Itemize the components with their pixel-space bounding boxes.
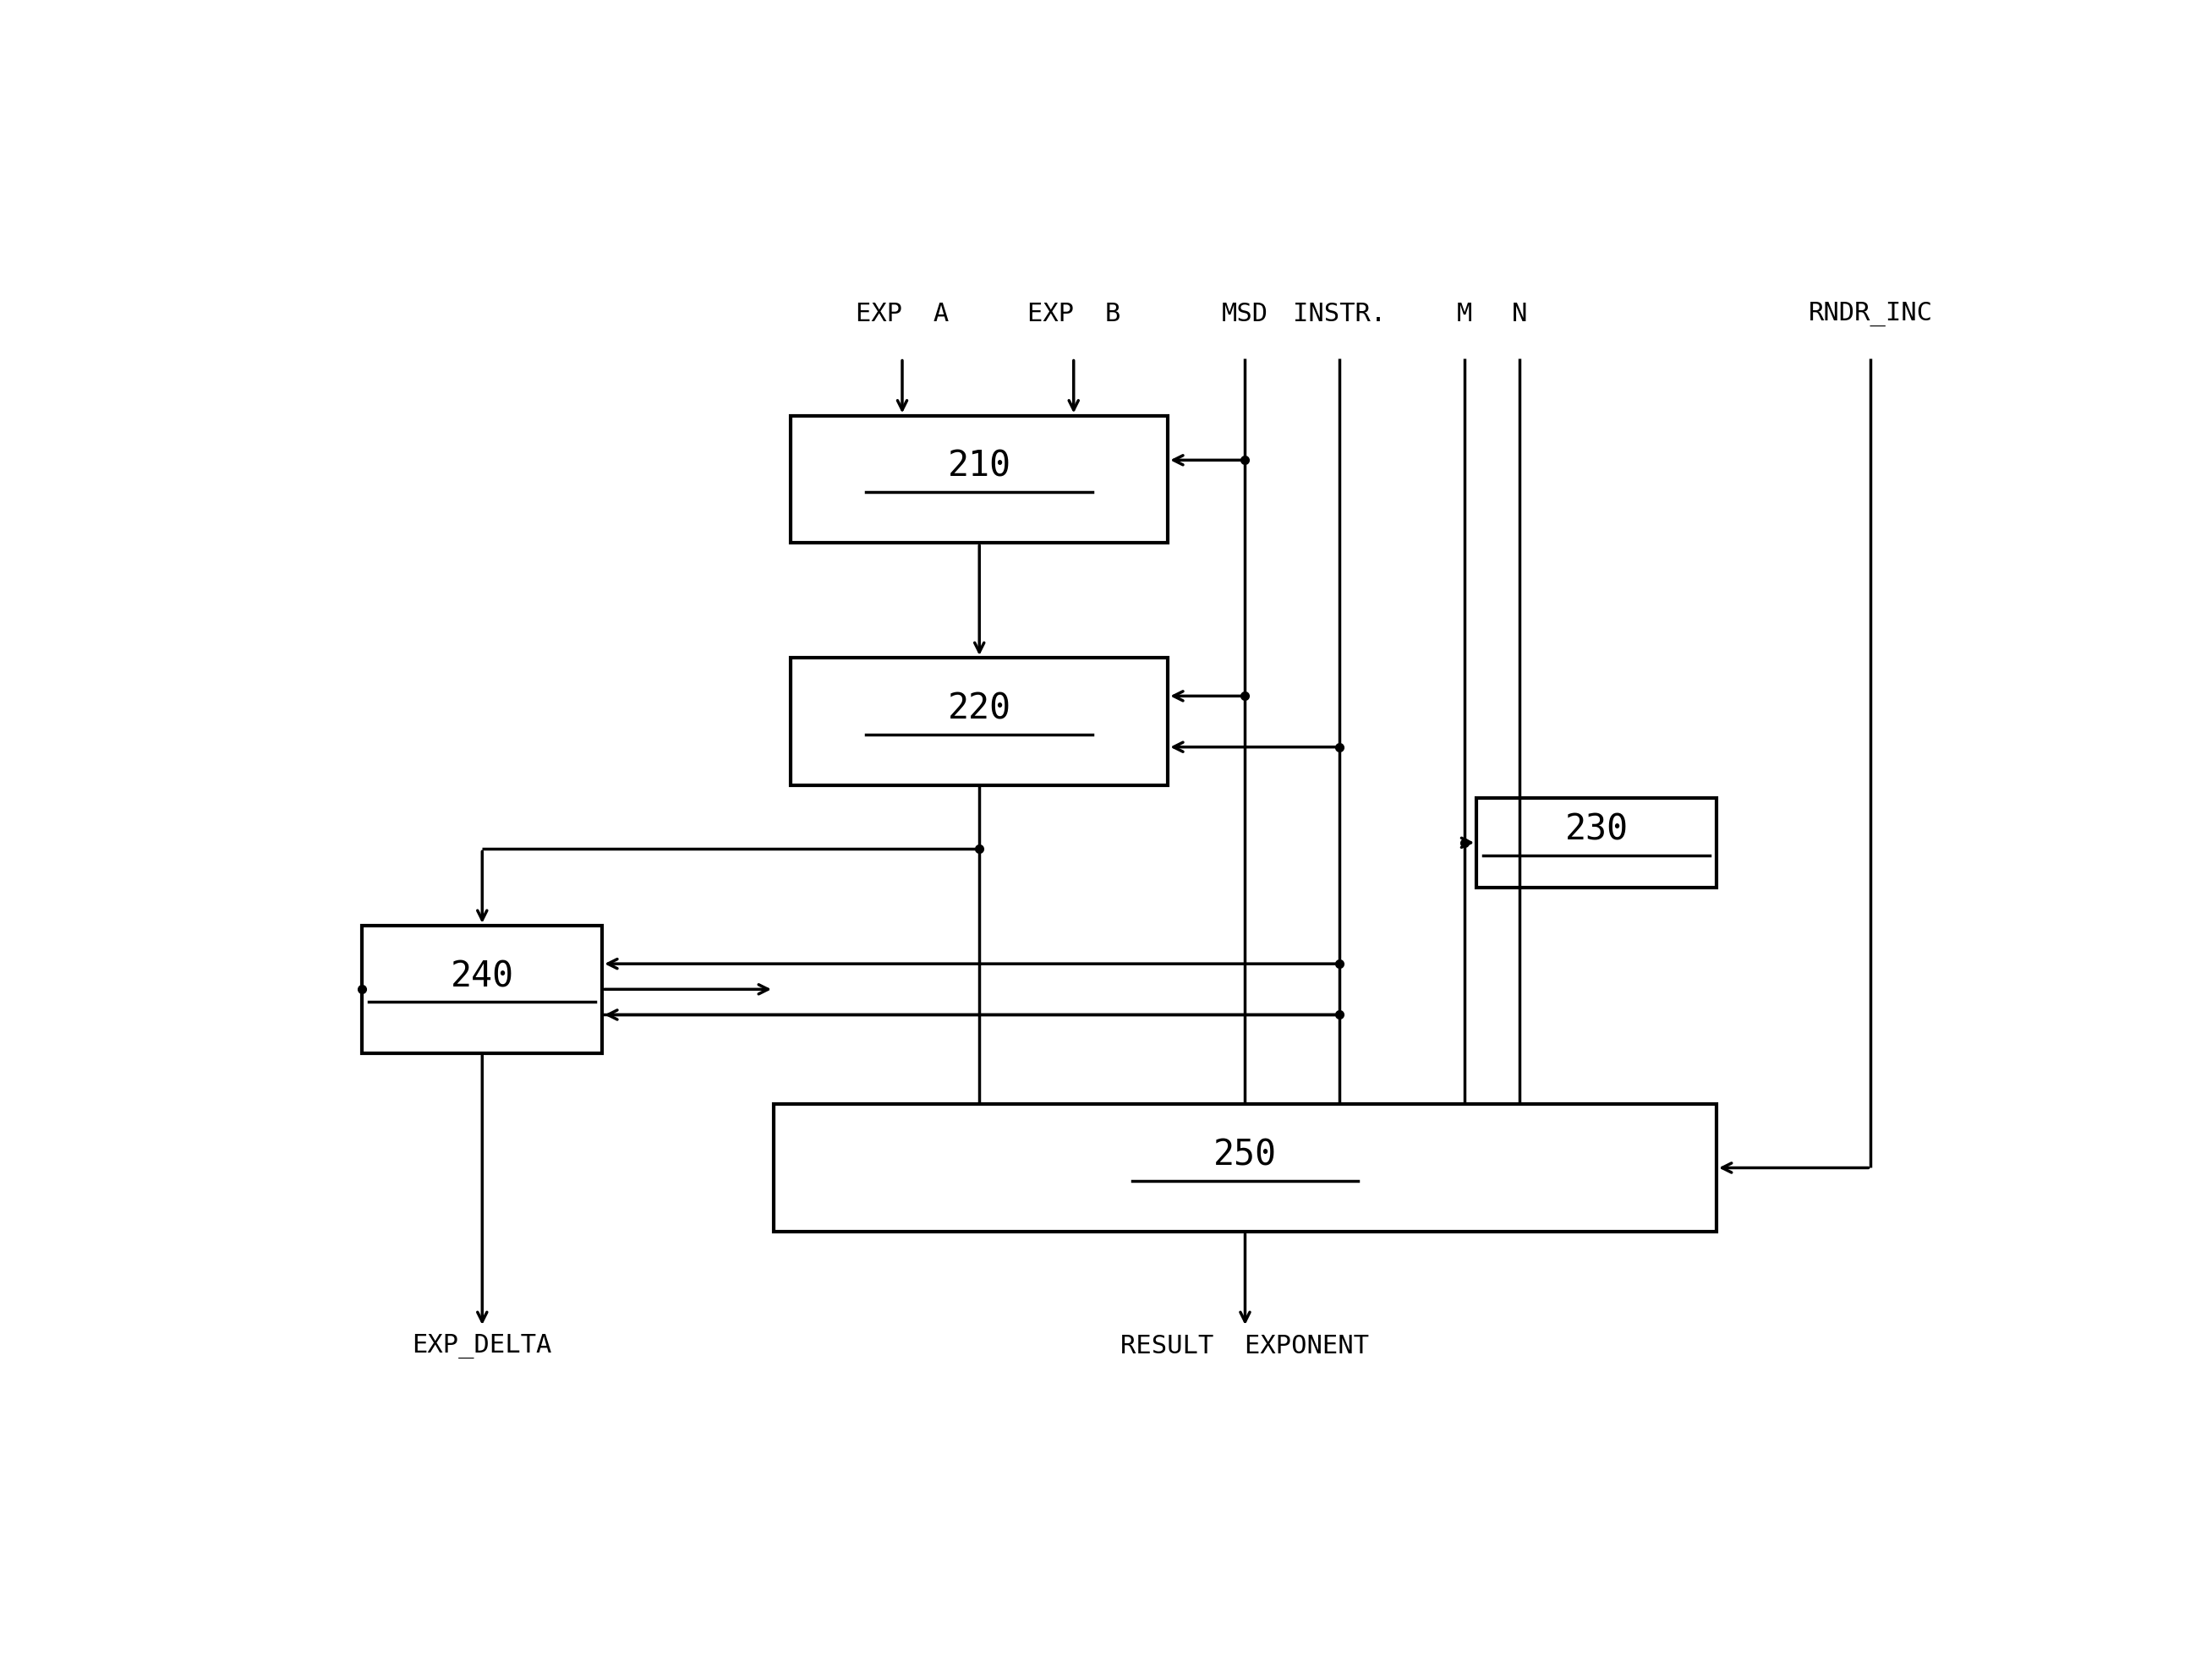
Text: 250: 250 [1214,1138,1276,1172]
Text: 220: 220 [947,691,1011,727]
Bar [792,657,1168,785]
Text: INSTR.: INSTR. [1292,301,1387,326]
Text: N: N [1511,301,1526,326]
Text: 240: 240 [451,959,513,994]
Text: 230: 230 [1564,811,1628,848]
Text: 210: 210 [947,449,1011,484]
Bar [1478,798,1717,888]
Text: RESULT  EXPONENT: RESULT EXPONENT [1121,1333,1369,1358]
Text: EXP  A: EXP A [856,301,949,326]
Text: M: M [1458,301,1473,326]
Text: RNDR_INC: RNDR_INC [1809,301,1933,326]
Text: EXP_DELTA: EXP_DELTA [411,1333,553,1358]
Bar [363,926,602,1053]
Text: EXP  B: EXP B [1026,301,1119,326]
Bar [774,1105,1717,1232]
Text: MSD: MSD [1221,301,1267,326]
Bar [792,416,1168,543]
